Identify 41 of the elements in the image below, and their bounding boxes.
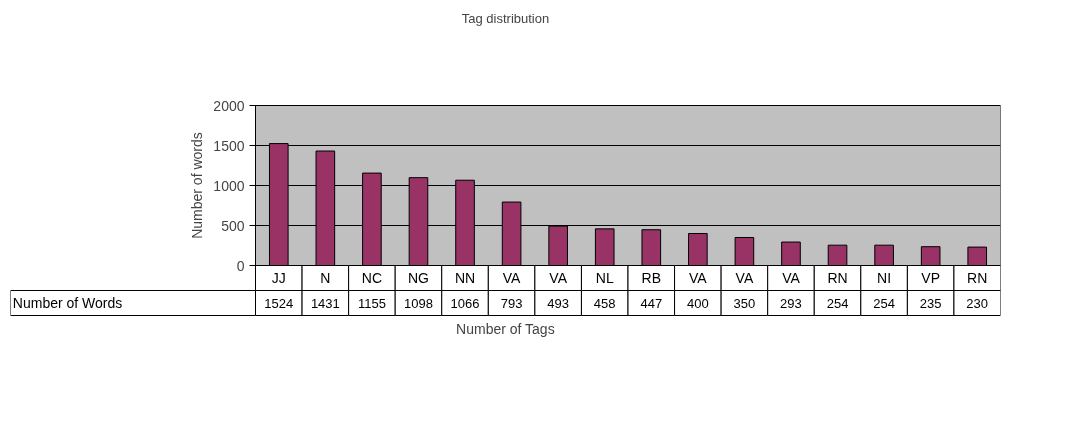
y-axis-title: Number of words xyxy=(189,132,206,239)
text: Number of Words xyxy=(12,295,123,311)
x-tick-label: NC xyxy=(361,270,383,286)
data-label: 254 xyxy=(826,295,849,311)
x-tick-label: N xyxy=(320,270,331,286)
x-tick-label: VA xyxy=(502,270,522,286)
data-label: 1431 xyxy=(310,295,340,311)
y-tick-label: 1500 xyxy=(213,137,245,154)
x-tick-label: NN xyxy=(454,270,476,286)
data-label: 230 xyxy=(966,295,989,311)
data-label: 458 xyxy=(593,295,616,311)
data-label: 400 xyxy=(687,295,709,311)
x-tick-label: NG xyxy=(407,270,429,286)
data-label: 293 xyxy=(780,295,802,311)
x-axis-title: Number of Tags xyxy=(456,320,555,337)
x-tick-label: VA xyxy=(735,270,754,286)
x-tick-label: JJ xyxy=(271,270,286,286)
y-tick-label: 500 xyxy=(221,217,245,234)
data-label: 793 xyxy=(500,295,523,311)
x-tick-label: VA xyxy=(782,270,801,286)
y-tick-label: 1000 xyxy=(213,177,245,194)
data-label: 235 xyxy=(919,295,942,311)
x-tick-label: VP xyxy=(921,270,941,286)
y-tick-label: 2000 xyxy=(213,97,245,114)
x-tick-label: RN xyxy=(827,270,848,286)
x-tick-label: RB xyxy=(641,270,662,286)
data-label: 1524 xyxy=(264,295,294,311)
chart-title: Tag distribution xyxy=(461,10,550,26)
x-tick-label: RN xyxy=(967,270,988,286)
data-label: 493 xyxy=(547,295,570,311)
y-tick-label: 0 xyxy=(236,257,245,274)
x-tick-label: NI xyxy=(877,270,892,286)
data-label: 1066 xyxy=(450,295,480,311)
x-tick-label: NL xyxy=(595,270,614,286)
x-tick-label: VA xyxy=(549,270,568,286)
data-label: 350 xyxy=(733,295,756,311)
data-label: 447 xyxy=(640,295,663,311)
data-label: 1155 xyxy=(357,295,386,311)
data-label: 1098 xyxy=(404,295,433,311)
data-label: 254 xyxy=(873,295,895,311)
x-tick-label: VA xyxy=(689,270,708,286)
